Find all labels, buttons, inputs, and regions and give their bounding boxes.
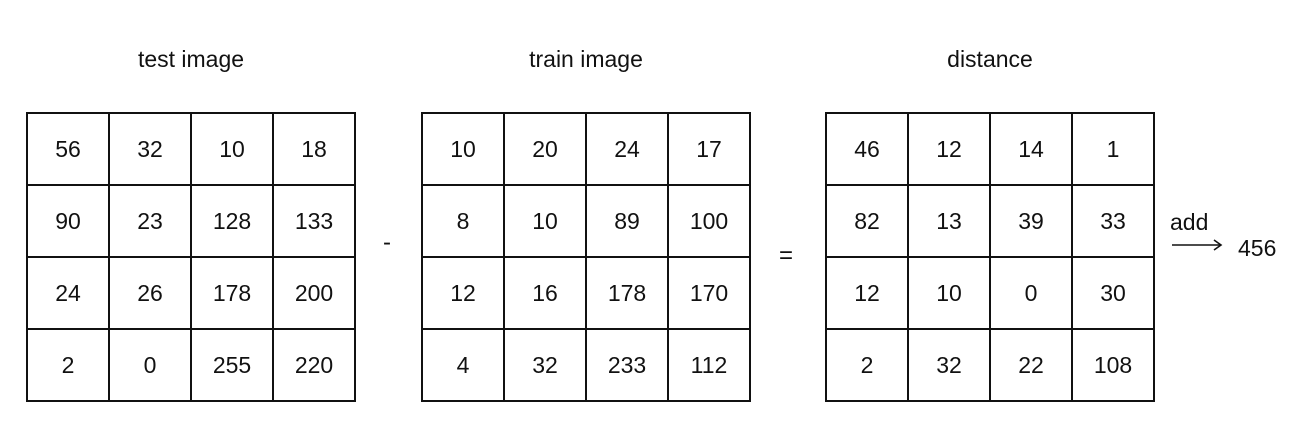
- matrix-row: 2 0 255 220: [26, 328, 356, 402]
- matrix-cell: 10: [503, 184, 587, 258]
- matrix-cell: 23: [108, 184, 192, 258]
- matrix-cell: 170: [667, 256, 751, 330]
- matrix-cell: 26: [108, 256, 192, 330]
- matrix-cell: 220: [272, 328, 356, 402]
- matrix-cell: 22: [989, 328, 1073, 402]
- matrix-cell: 89: [585, 184, 669, 258]
- right-arrow-icon: [1172, 239, 1223, 251]
- matrix-cell: 178: [190, 256, 274, 330]
- matrix-row: 56 32 10 18: [26, 112, 356, 186]
- matrix-row: 24 26 178 200: [26, 256, 356, 330]
- matrix-cell: 255: [190, 328, 274, 402]
- matrix-cell: 24: [26, 256, 110, 330]
- matrix-cell: 12: [421, 256, 505, 330]
- matrix-cell: 16: [503, 256, 587, 330]
- matrix-cell: 33: [1071, 184, 1155, 258]
- matrix-cell: 100: [667, 184, 751, 258]
- matrix-cell: 18: [272, 112, 356, 186]
- matrix-cell: 12: [825, 256, 909, 330]
- matrix-cell: 90: [26, 184, 110, 258]
- matrix-cell: 46: [825, 112, 909, 186]
- matrix-row: 82 13 39 33: [825, 184, 1155, 258]
- matrix-cell: 12: [907, 112, 991, 186]
- matrix-row: 4 32 233 112: [421, 328, 751, 402]
- add-label: add: [1170, 209, 1209, 235]
- test-image-title: test image: [137, 46, 245, 72]
- matrix-cell: 10: [907, 256, 991, 330]
- sum-result: 456: [1238, 235, 1277, 261]
- matrix-cell: 0: [989, 256, 1073, 330]
- matrix-cell: 0: [108, 328, 192, 402]
- matrix-cell: 56: [26, 112, 110, 186]
- matrix-row: 90 23 128 133: [26, 184, 356, 258]
- matrix-cell: 14: [989, 112, 1073, 186]
- matrix-cell: 32: [108, 112, 192, 186]
- matrix-cell: 24: [585, 112, 669, 186]
- matrix-cell: 2: [825, 328, 909, 402]
- train-image-title: train image: [529, 46, 643, 72]
- train-image-matrix: 10 20 24 17 8 10 89 100 12 16 178 170 4 …: [421, 112, 751, 402]
- matrix-cell: 108: [1071, 328, 1155, 402]
- matrix-cell: 10: [190, 112, 274, 186]
- matrix-cell: 133: [272, 184, 356, 258]
- matrix-cell: 8: [421, 184, 505, 258]
- minus-operator: -: [383, 229, 391, 256]
- matrix-cell: 178: [585, 256, 669, 330]
- matrix-row: 10 20 24 17: [421, 112, 751, 186]
- matrix-row: 2 32 22 108: [825, 328, 1155, 402]
- matrix-row: 12 16 178 170: [421, 256, 751, 330]
- distance-matrix: 46 12 14 1 82 13 39 33 12 10 0 30 2 32 2…: [825, 112, 1155, 402]
- matrix-cell: 20: [503, 112, 587, 186]
- matrix-cell: 1: [1071, 112, 1155, 186]
- matrix-cell: 17: [667, 112, 751, 186]
- matrix-cell: 2: [26, 328, 110, 402]
- distance-title: distance: [947, 46, 1033, 72]
- matrix-cell: 200: [272, 256, 356, 330]
- matrix-cell: 39: [989, 184, 1073, 258]
- matrix-cell: 32: [503, 328, 587, 402]
- matrix-cell: 82: [825, 184, 909, 258]
- matrix-cell: 13: [907, 184, 991, 258]
- matrix-cell: 112: [667, 328, 751, 402]
- matrix-cell: 10: [421, 112, 505, 186]
- matrix-row: 12 10 0 30: [825, 256, 1155, 330]
- matrix-row: 8 10 89 100: [421, 184, 751, 258]
- matrix-row: 46 12 14 1: [825, 112, 1155, 186]
- matrix-cell: 32: [907, 328, 991, 402]
- matrix-cell: 233: [585, 328, 669, 402]
- matrix-cell: 128: [190, 184, 274, 258]
- matrix-cell: 4: [421, 328, 505, 402]
- test-image-matrix: 56 32 10 18 90 23 128 133 24 26 178 200 …: [26, 112, 356, 402]
- matrix-cell: 30: [1071, 256, 1155, 330]
- equals-operator: =: [779, 242, 794, 269]
